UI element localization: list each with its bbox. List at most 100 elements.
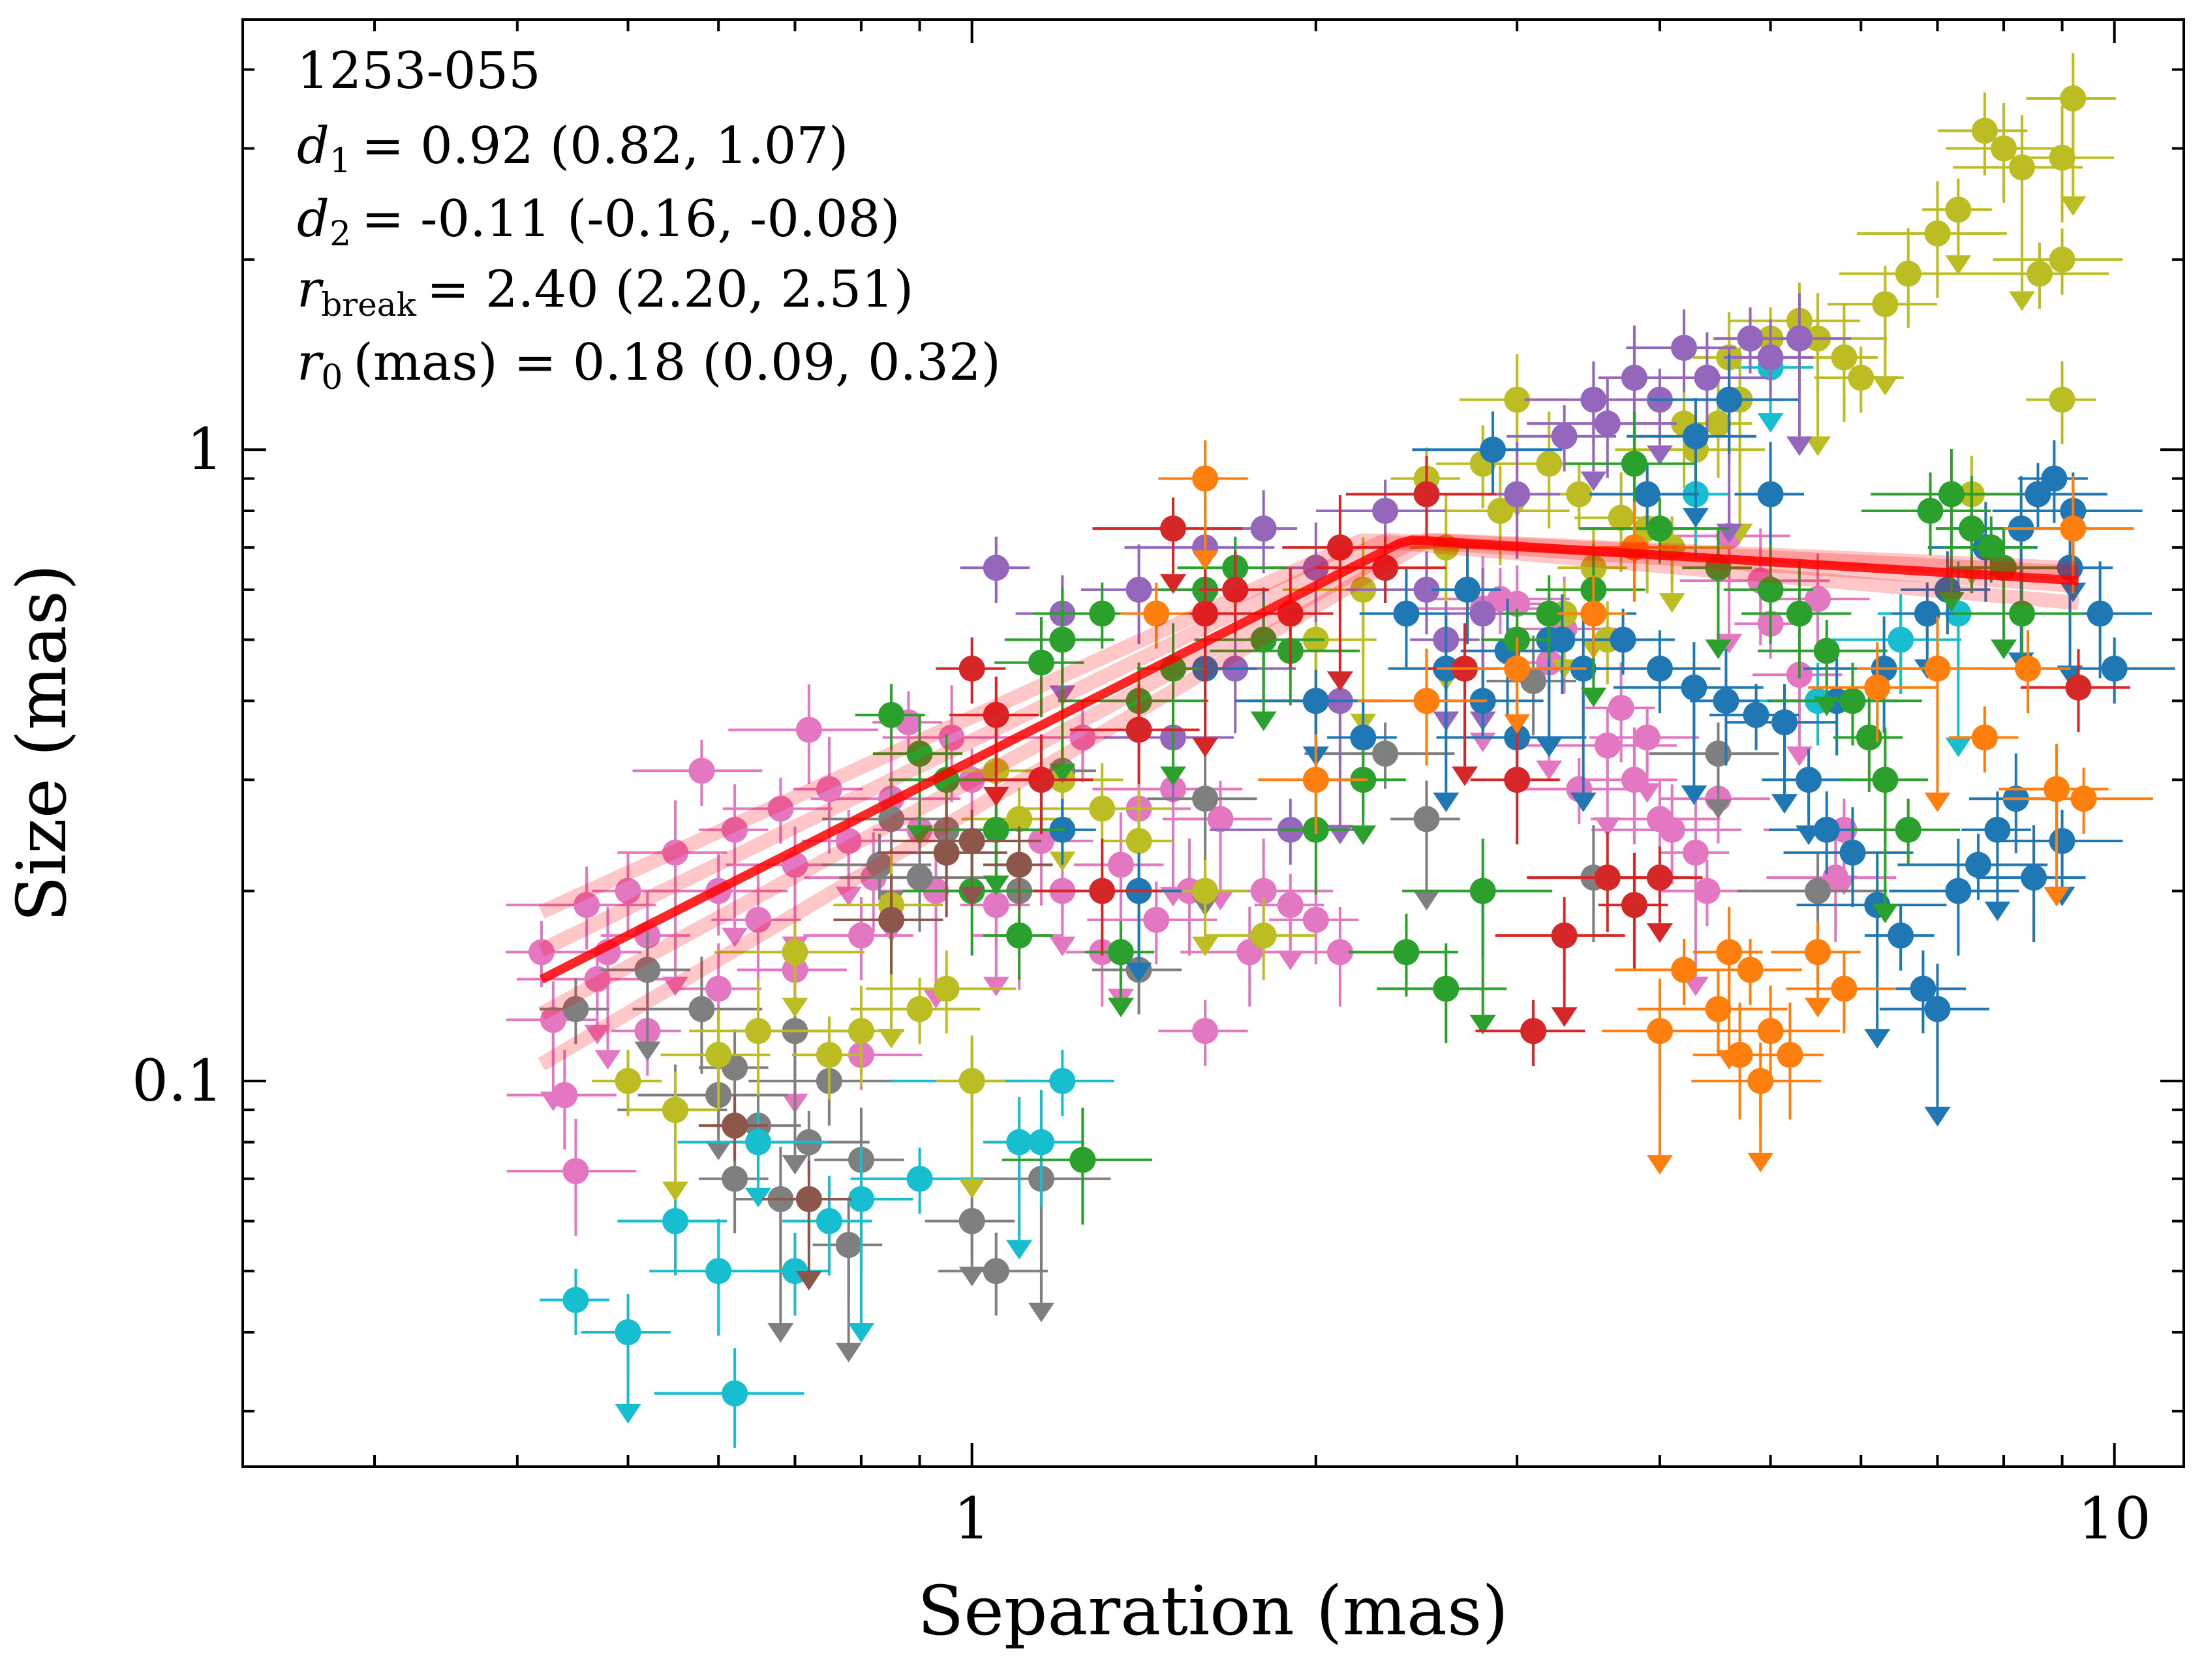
d1-value: = 0.92 (0.82, 1.07) [361,117,848,176]
point-orange [2015,655,2042,682]
point-blue [2041,465,2068,492]
rbreak-label: rbreak = 2.40 (2.20, 2.51) [297,260,913,324]
limit-arrow-brown [958,886,985,906]
point-blue [1713,688,1739,714]
point-orange [1757,1018,1784,1045]
point-gray [722,1165,748,1192]
point-pink [1250,878,1277,904]
point-orange [1864,674,1891,701]
point-purple [983,555,1009,581]
limit-arrow-green [1938,592,1965,612]
r0-label: r0 (mas) = 0.18 (0.09, 0.32) [297,333,1001,397]
point-green [1069,1146,1096,1173]
point-cyan [562,1287,589,1313]
point-gray [688,996,715,1022]
point-green [1839,688,1866,714]
limit-arrow-green [1469,1015,1496,1035]
limit-arrow-gray [1413,891,1440,911]
point-blue [1350,724,1377,751]
point-brown [933,839,960,866]
limit-arrow-pink [594,1050,621,1070]
point-red [1594,864,1621,891]
limit-arrow-green [1872,904,1899,924]
limit-arrow-pink [835,886,862,906]
point-gray [1372,741,1399,767]
point-red [958,655,985,682]
limit-arrow-olive [1805,436,1831,456]
limit-arrow-olive [1945,255,1972,275]
limit-arrow-purple [1580,471,1607,491]
rbreak-value: = 2.40 (2.20, 2.51) [427,260,913,319]
limit-arrow-blue [1984,901,2011,921]
point-purple [1694,364,1721,391]
point-blue [1910,975,1936,1002]
point-pink [562,1157,589,1184]
point-orange [1705,996,1732,1022]
point-purple [1413,576,1440,603]
point-pink [528,939,555,966]
point-pink [1805,586,1831,613]
point-blue [1393,600,1420,627]
limit-arrow-gray [835,1343,862,1363]
point-pink [1504,590,1531,617]
source-name: 1253-055 [297,42,541,100]
point-orange [1413,688,1440,714]
point-cyan [662,1208,689,1234]
point-pink [767,795,794,822]
limit-arrow-orange [2043,887,2070,907]
point-green [2009,600,2036,627]
x-tick-label: 10 [2078,1485,2151,1552]
point-orange [1737,956,1764,983]
point-purple [1757,344,1784,371]
point-purple [1372,498,1399,525]
limit-arrow-pink [1634,783,1661,803]
point-pink [848,922,874,949]
series-red [936,455,2130,1067]
y-tick-label: 0.1 [132,1047,223,1114]
limit-arrow-pink [983,977,1009,997]
limit-arrow-blue [1536,737,1563,757]
point-olive [1608,504,1634,531]
limit-arrow-green [1991,639,2017,660]
point-olive [1848,364,1875,391]
limit-arrow-cyan [615,1403,641,1424]
point-olive [1895,260,1921,287]
fit-line-layer [538,532,2079,1071]
limit-arrow-green [1160,766,1186,786]
point-pink [938,724,965,751]
point-purple [1551,423,1578,450]
d2-value: = -0.11 (-0.16, -0.08) [361,190,900,249]
point-pink [615,878,641,904]
point-olive [1250,922,1277,949]
limit-arrow-pink [1594,817,1621,837]
limit-arrow-gray [958,1266,985,1287]
point-red [1504,767,1531,793]
point-orange [1971,724,1998,751]
rbreak-symbol: r [297,260,324,319]
point-red [1125,716,1152,743]
point-green [1958,515,1985,542]
point-cyan [705,1258,732,1285]
point-olive [2049,386,2075,413]
data-points-layer [505,53,2175,1448]
limit-arrow-blue [1924,1107,1951,1127]
x-tick-label: 1 [954,1485,990,1552]
ticks-layer: 1 10 0.1 1 [132,20,2184,1552]
limit-arrow-purple [1326,825,1353,845]
point-green [1757,576,1784,603]
point-pink [574,892,600,919]
point-green [1028,649,1054,676]
point-pink [1192,1018,1219,1045]
limit-arrow-orange [1747,1152,1774,1172]
limit-arrow-pink [662,976,689,996]
limit-arrow-blue [2057,665,2083,686]
point-red [2065,674,2092,701]
limit-arrow-green [1580,687,1607,707]
limit-arrow-cyan [1945,737,1972,757]
point-blue [1888,922,1914,949]
limit-arrow-red [1192,737,1219,757]
fit-line [538,533,2079,919]
d1-subscript: 1 [329,142,351,181]
limit-arrow-gray [782,1155,808,1175]
